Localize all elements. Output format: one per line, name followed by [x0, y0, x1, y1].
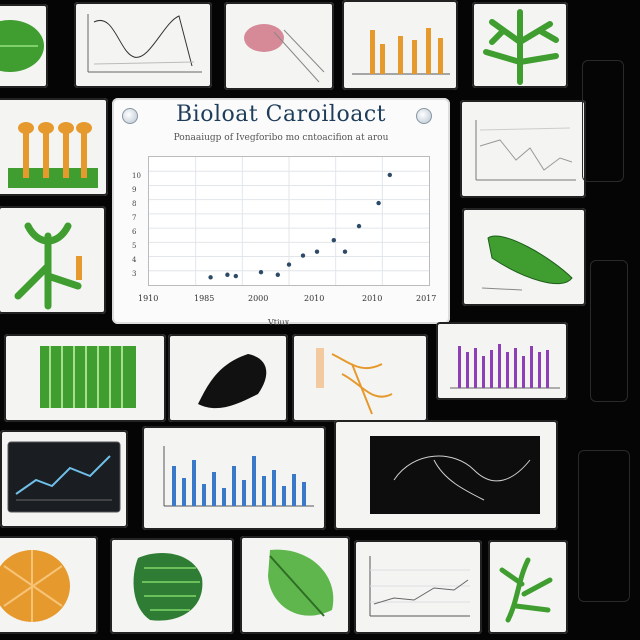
x-tick-label: 2010	[304, 294, 325, 303]
data-point	[331, 238, 336, 243]
thumbnail-green-leaf[interactable]	[0, 4, 48, 88]
y-tick-label: 8	[132, 200, 137, 208]
thumbnail-green-branch[interactable]	[488, 540, 568, 634]
texture-icon	[133, 552, 203, 621]
thumbnail-purple-bars[interactable]	[436, 322, 568, 400]
chart-subtitle: Ponaaiugp of Ivegforibo mo cntoacifion a…	[173, 133, 389, 143]
data-point	[225, 272, 230, 277]
chart-title: Bioloat Caroiloact	[176, 102, 386, 127]
pin-icon	[122, 108, 138, 124]
pin-icon	[416, 108, 432, 124]
plant-icon	[483, 9, 559, 85]
line-chart-icon	[475, 120, 576, 181]
silhouette-icon	[198, 354, 267, 409]
x-tick-label: 2017	[416, 294, 437, 303]
x-tick-label: 2000	[248, 294, 269, 303]
y-tick-label: 5	[132, 242, 137, 250]
data-point	[314, 249, 320, 254]
background-sketch	[578, 450, 630, 602]
data-point	[387, 172, 392, 178]
stem-icon	[14, 222, 82, 310]
x-axis-label: Vtiux	[268, 318, 290, 327]
bar-chart-icon	[352, 28, 450, 75]
y-tick-label: 10	[132, 172, 141, 180]
thumbnail-line-card[interactable]	[460, 100, 586, 198]
x-tick-label: 1985	[194, 294, 215, 303]
thumbnail-green-plant[interactable]	[472, 2, 568, 88]
data-point	[286, 262, 292, 267]
monitor-icon	[7, 441, 121, 513]
scatter-plot	[149, 157, 429, 285]
grass-icon	[40, 346, 136, 408]
data-point	[258, 270, 264, 275]
sketch-icon	[316, 348, 393, 415]
leaf-icon	[481, 235, 573, 291]
thumbnail-orange-roots[interactable]	[0, 98, 108, 196]
specimen-icon	[244, 24, 325, 83]
thumbnail-dark-sketch[interactable]	[334, 420, 558, 530]
y-tick-label: 9	[132, 186, 137, 194]
thumbnail-line-grid[interactable]	[354, 540, 482, 634]
x-tick-label: 1910	[138, 294, 159, 303]
data-point	[233, 273, 238, 279]
branch-icon	[499, 557, 553, 623]
leaf-icon	[268, 549, 334, 617]
y-tick-label: 7	[132, 214, 137, 222]
x-tick-label: 2010	[362, 294, 383, 303]
data-point	[376, 200, 381, 206]
data-point	[275, 272, 280, 277]
thumbnail-orange-bars[interactable]	[342, 0, 458, 90]
y-tick-label: 6	[132, 228, 137, 236]
thumbnail-green-leaf-large[interactable]	[240, 536, 350, 634]
roots-icon	[8, 122, 98, 188]
line-chart-icon	[369, 556, 470, 617]
thumbnail-monitor-chart[interactable]	[0, 430, 128, 528]
thumbnail-green-grass[interactable]	[4, 334, 166, 422]
data-point	[342, 249, 348, 254]
line-chart-icon	[87, 14, 202, 73]
background-sketch	[582, 60, 624, 182]
thumbnail-green-stem[interactable]	[0, 206, 106, 314]
y-tick-label: 3	[132, 270, 137, 278]
y-tick-label: 4	[132, 256, 137, 264]
thumbnail-line-sketch[interactable]	[74, 2, 212, 88]
thumbnail-green-leaf-3d[interactable]	[462, 208, 586, 306]
data-point	[356, 223, 362, 229]
thumbnail-blue-bars[interactable]	[142, 426, 326, 530]
bar-chart-icon	[450, 344, 560, 389]
sketch-icon	[370, 436, 540, 514]
bar-chart-icon	[163, 446, 314, 507]
background-sketch	[590, 260, 628, 402]
thumbnail-orange-sketch[interactable]	[292, 334, 428, 422]
thumbnail-green-texture[interactable]	[110, 538, 234, 634]
main-chart-card: Bioloat Caroiloact Ponaaiugp of Ivegfori…	[112, 98, 450, 324]
thumbnail-black-silhouette[interactable]	[168, 334, 288, 422]
thumbnail-pink-specimen[interactable]	[224, 2, 334, 90]
data-point	[300, 253, 306, 258]
data-point	[208, 275, 213, 280]
fan-icon	[0, 550, 70, 622]
thumbnail-orange-fan[interactable]	[0, 536, 98, 634]
leaf-icon	[0, 20, 44, 72]
